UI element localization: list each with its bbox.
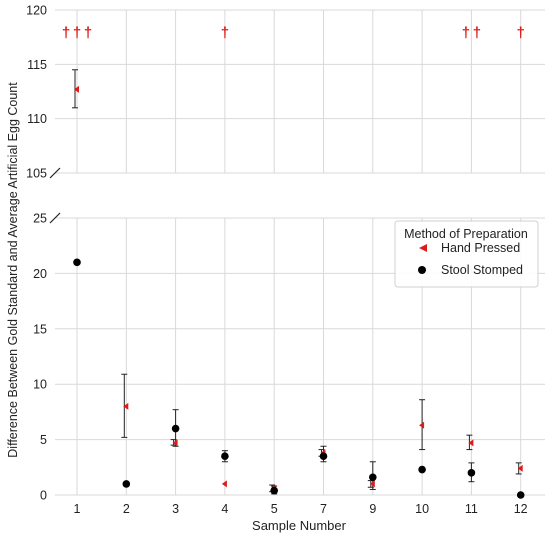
x-tick-label: 11 <box>465 502 478 516</box>
hand-pressed-point <box>517 464 523 472</box>
stool-stomped-point <box>319 452 328 461</box>
axis-break-mark <box>49 167 61 179</box>
stool-stomped-point <box>369 473 377 482</box>
axis-break-mark <box>49 212 61 224</box>
y-tick-label: 10 <box>33 378 47 392</box>
legend-box <box>394 220 539 288</box>
y-tick-label: 20 <box>33 267 47 281</box>
legend-hand-pressed-marker <box>419 244 427 252</box>
y-tick-label: 15 <box>33 322 47 336</box>
dagger-marker: † <box>462 25 470 42</box>
dagger-marker: † <box>517 25 525 42</box>
stool-stomped-point <box>467 469 476 477</box>
legend-stool-stomped-marker <box>418 266 426 274</box>
hand-pressed-point <box>419 421 425 429</box>
hand-pressed-point <box>123 402 129 410</box>
dagger-marker: † <box>73 25 81 42</box>
legend-hand-pressed-label: Hand Pressed <box>441 241 520 255</box>
dagger-marker: † <box>221 25 229 42</box>
hand-pressed-point <box>172 439 178 447</box>
x-tick-label: 3 <box>172 502 179 516</box>
x-tick-label: 1 <box>74 502 81 516</box>
stool-stomped-point <box>418 465 426 474</box>
marker-layer <box>73 85 525 499</box>
stool-stomped-point <box>221 452 229 461</box>
dagger-marker: † <box>62 25 70 42</box>
axis-break-layer <box>49 167 61 224</box>
stool-stomped-point <box>516 491 525 499</box>
y-tick-label: 105 <box>26 167 47 181</box>
stool-stomped-point <box>270 486 279 495</box>
x-tick-label: 12 <box>514 502 528 516</box>
x-tick-label: 5 <box>271 502 278 516</box>
dagger-layer: † † † † † † † <box>62 25 525 42</box>
y-tick-label: 5 <box>40 433 47 447</box>
y-tick-label: 0 <box>40 489 47 503</box>
y-tick-label: 115 <box>27 58 47 72</box>
y-tick-label: 110 <box>27 112 47 126</box>
hand-pressed-point <box>221 480 227 488</box>
x-tick-label: 10 <box>415 502 429 516</box>
y-tick-label: 120 <box>26 4 47 18</box>
dagger-marker: † <box>473 25 481 42</box>
y-axis-label: Difference Between Gold Standard and Ave… <box>6 82 20 458</box>
legend: Method of Preparation Hand Pressed Stool… <box>394 220 539 288</box>
hand-pressed-point <box>468 439 474 447</box>
dagger-marker: † <box>84 25 92 42</box>
x-axis-label: Sample Number <box>252 518 347 533</box>
stool-stomped-point <box>171 424 180 433</box>
x-tick-label: 4 <box>221 502 228 516</box>
x-tick-label: 7 <box>320 502 327 516</box>
stool-stomped-point <box>73 258 81 267</box>
legend-title: Method of Preparation <box>404 227 528 241</box>
x-tick-label: 2 <box>123 502 130 516</box>
hand-pressed-point <box>369 480 375 488</box>
legend-stool-stomped-label: Stool Stomped <box>441 263 523 277</box>
x-tick-label: 9 <box>369 502 376 516</box>
stool-stomped-point <box>122 480 131 488</box>
hand-pressed-point <box>74 85 79 93</box>
y-tick-label: 25 <box>33 212 47 226</box>
